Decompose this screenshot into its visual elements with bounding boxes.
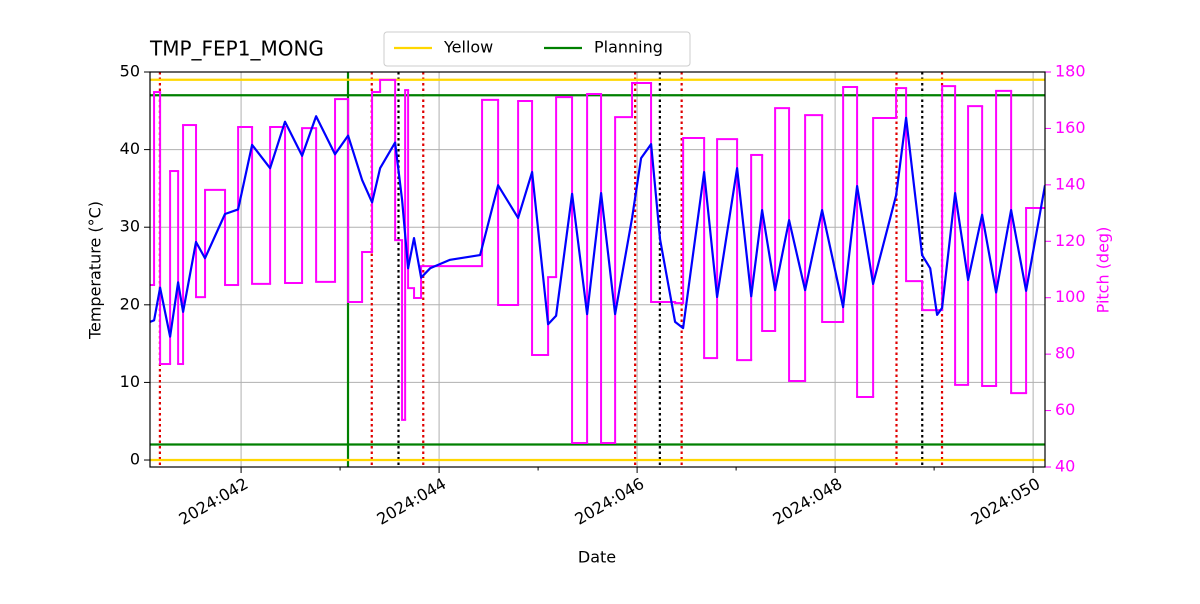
x-tick-label: 2024:048 [769,474,845,529]
temperature-line [150,115,1045,338]
y2-tick-label: 160 [1055,118,1086,137]
legend-box [383,31,691,67]
y-tick-label: 20 [120,294,140,313]
y-tick-label: 50 [120,62,140,81]
x-tick-label: 2024:050 [967,474,1043,529]
y2-tick-label: 80 [1055,344,1075,363]
x-axis-label: Date [578,548,616,567]
y-tick-label: 10 [120,372,140,391]
y2-tick-label: 120 [1055,231,1086,250]
y2-tick-label: 100 [1055,287,1086,306]
y2-tick-label: 140 [1055,174,1086,193]
plot-layer [150,72,1045,467]
y-tick-label: 0 [130,450,140,469]
y-tick-label: 30 [120,217,140,236]
x-tick-label: 2024:042 [175,474,251,529]
x-tick-label: 2024:044 [373,474,449,529]
legend-label: Yellow [443,38,493,57]
y2-tick-label: 60 [1055,400,1075,419]
legend: Yellow Planning [383,31,691,67]
legend-label: Planning [594,38,663,57]
chart-title: TMP_FEP1_MONG [149,37,324,61]
plot-frame [149,71,1046,468]
y2-tick-label: 180 [1055,62,1086,81]
y2-tick-label: 40 [1055,457,1075,476]
y2-axis-label: Pitch (deg) [1094,227,1113,314]
y-tick-label: 40 [120,139,140,158]
y-axis-label: Temperature (°C) [86,201,105,340]
x-tick-label: 2024:046 [571,474,647,529]
